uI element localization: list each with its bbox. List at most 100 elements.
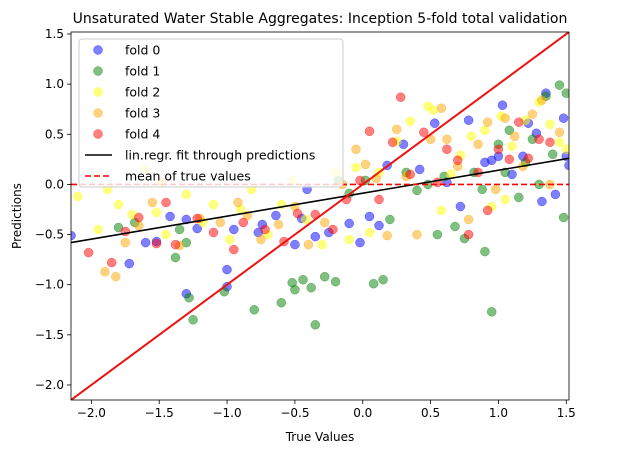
data-point-fold-1: [554, 80, 565, 90]
data-point-fold-4: [482, 205, 493, 216]
regression-line: [71, 157, 569, 244]
data-point-fold-4: [83, 247, 94, 258]
data-point-fold-3: [360, 159, 371, 170]
legend-label-mean: mean of true values: [125, 169, 251, 184]
legend-marker-fold-0: [93, 45, 103, 55]
data-point-fold-3: [134, 220, 144, 231]
x-tick-label: 1.5: [557, 406, 576, 420]
data-point-fold-0: [229, 224, 239, 235]
data-point-fold-4: [523, 153, 534, 164]
data-point-fold-2: [351, 162, 361, 173]
legend: fold 0 fold 1 fold 2 fold 3 fold 4 lin.regr. …: [78, 38, 344, 188]
data-point-fold-4: [395, 92, 406, 102]
data-point-fold-2: [507, 141, 517, 152]
data-point-fold-4: [134, 212, 144, 223]
data-point-fold-2: [466, 131, 477, 142]
data-point-fold-2: [364, 227, 375, 238]
data-point-fold-4: [387, 137, 398, 148]
data-point-fold-2: [181, 189, 192, 200]
legend-label-regression: lin.regr. fit through predictions: [125, 148, 315, 163]
x-tick-label: 1.0: [489, 406, 508, 420]
data-point-fold-1: [184, 292, 194, 303]
data-point-fold-3: [537, 95, 547, 105]
data-point-fold-2: [480, 125, 490, 136]
legend-label-fold-3: fold 3: [125, 106, 160, 121]
data-point-fold-2: [225, 234, 235, 245]
y-tick-label: −1.5: [35, 328, 64, 342]
legend-label-fold-2: fold 2: [125, 85, 160, 100]
data-point-fold-2: [554, 137, 565, 148]
y-axis-label: Predictions: [10, 183, 24, 249]
data-point-fold-0: [374, 220, 384, 231]
data-point-fold-0: [550, 189, 561, 200]
data-point-fold-3: [303, 239, 314, 250]
x-tick-label: −0.5: [280, 406, 309, 420]
data-point-fold-4: [504, 154, 515, 165]
data-point-fold-4: [364, 126, 375, 137]
y-tick-label: −1.0: [35, 278, 64, 292]
legend-label-fold-4: fold 4: [125, 127, 160, 142]
data-point-fold-0: [271, 210, 281, 221]
data-point-fold-3: [412, 229, 422, 240]
y-tick-label: 1.0: [45, 77, 64, 91]
data-point-fold-4: [463, 229, 474, 240]
data-point-fold-3: [319, 217, 330, 228]
data-point-fold-1: [249, 305, 259, 315]
x-tick-label: −1.0: [212, 406, 241, 420]
x-tick-label: −2.0: [77, 406, 106, 420]
x-axis-label: True Values: [285, 430, 355, 444]
y-tick-label: 0.5: [45, 127, 64, 141]
data-point-fold-4: [260, 224, 270, 235]
data-point-fold-4: [419, 127, 429, 138]
y-tick-label: −0.5: [35, 228, 64, 242]
data-point-fold-2: [545, 119, 555, 130]
data-point-fold-3: [111, 271, 121, 282]
data-point-fold-0: [310, 231, 321, 242]
data-point-fold-1: [298, 274, 308, 285]
data-point-fold-1: [290, 284, 300, 295]
data-point-fold-2: [428, 105, 439, 115]
data-point-fold-4: [493, 144, 504, 155]
data-point-fold-0: [165, 211, 175, 222]
x-axis-ticks: −2.0 −1.5 −1.0 −0.5 0.0 0.5 1.0 1.5: [77, 400, 576, 420]
data-point-fold-4: [292, 208, 303, 219]
data-point-fold-0: [344, 218, 354, 229]
data-point-fold-1: [276, 297, 287, 308]
data-point-fold-3: [120, 237, 131, 248]
y-axis-ticks: −2.0 −1.5 −1.0 −0.5 0.0 0.5 1.0 1.5: [35, 27, 71, 392]
data-point-fold-0: [463, 115, 474, 125]
data-point-fold-3: [490, 184, 501, 195]
data-point-fold-4: [238, 217, 249, 228]
data-point-fold-2: [436, 205, 447, 216]
x-tick-label: −1.5: [145, 406, 174, 420]
data-point-fold-0: [71, 230, 76, 241]
data-point-fold-4: [151, 238, 162, 249]
data-point-fold-1: [450, 221, 460, 232]
data-point-fold-3: [215, 217, 226, 228]
data-point-fold-3: [233, 197, 243, 208]
data-point-fold-1: [558, 212, 569, 223]
legend-label-fold-0: fold 0: [125, 43, 160, 58]
y-tick-label: 0.0: [45, 177, 64, 191]
x-tick-label: 0.0: [353, 406, 372, 420]
data-point-fold-3: [382, 230, 392, 241]
data-point-fold-3: [554, 127, 565, 138]
data-point-fold-1: [330, 276, 341, 287]
x-tick-label: 0.5: [421, 406, 440, 420]
data-point-fold-4: [452, 155, 463, 166]
data-point-fold-3: [147, 197, 158, 208]
data-point-fold-0: [192, 223, 202, 234]
data-point-fold-3: [100, 266, 110, 277]
data-point-fold-2: [151, 207, 162, 218]
data-point-fold-3: [391, 124, 402, 135]
data-point-fold-0: [455, 201, 466, 212]
data-point-fold-4: [534, 134, 544, 145]
data-point-fold-0: [181, 214, 192, 225]
data-point-fold-4: [442, 144, 452, 155]
data-point-fold-3: [527, 109, 538, 119]
data-point-fold-1: [174, 224, 185, 235]
plot-frame: [70, 31, 570, 401]
legend-marker-fold-1: [93, 66, 103, 76]
data-point-fold-3: [509, 131, 520, 142]
